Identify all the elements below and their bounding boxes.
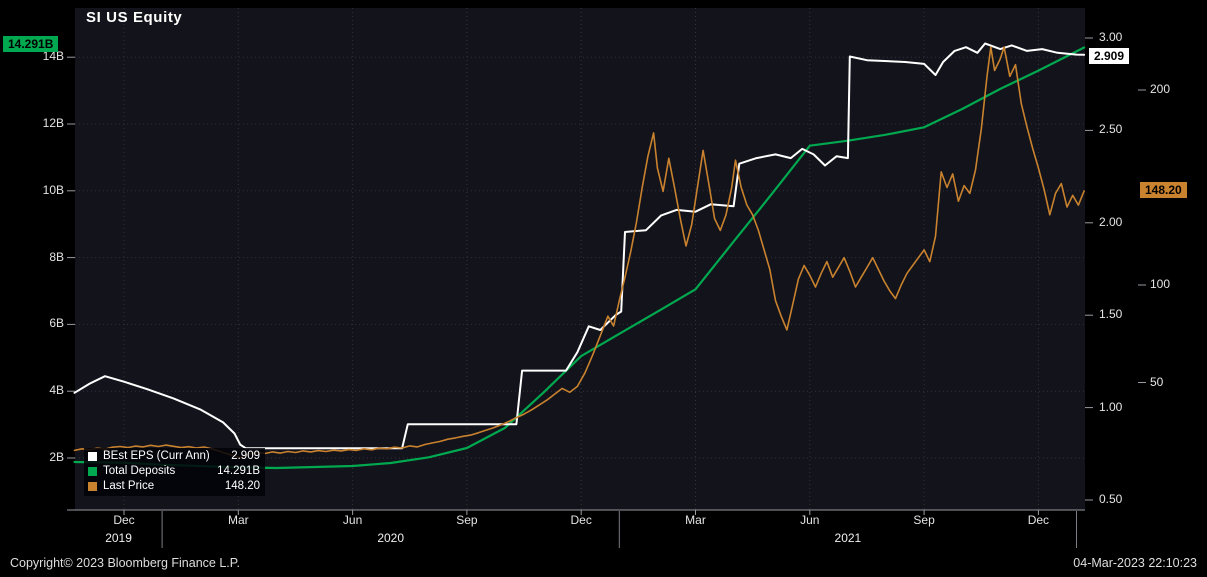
legend-value: 148.20 [224, 480, 260, 492]
legend-label: BEst EPS (Curr Ann) [103, 450, 210, 462]
chart-title: SI US Equity [86, 9, 183, 26]
legend-item-2[interactable]: Total Deposits 14.291B [88, 465, 260, 478]
plot-background [75, 8, 1085, 510]
last-price-line [73, 46, 1085, 459]
timestamp-text: 04-Mar-2023 22:10:23 [1073, 556, 1197, 570]
legend-item-3[interactable]: Last Price 148.20 [88, 480, 260, 493]
copyright-text: Copyright© 2023 Bloomberg Finance L.P. [10, 556, 240, 570]
status-bar: Copyright© 2023 Bloomberg Finance L.P. 0… [0, 549, 1207, 577]
legend-item-1[interactable]: BEst EPS (Curr Ann) 2.909 [88, 450, 260, 463]
eps-last-value-badge: 2.909 [1089, 48, 1130, 64]
best-eps-curr-ann--line [73, 42, 1086, 450]
legend-swatch [88, 467, 97, 476]
legend-label: Last Price [103, 480, 155, 492]
legend-label: Total Deposits [103, 465, 176, 477]
legend-swatch [88, 482, 97, 491]
legend-value: 14.291B [217, 465, 260, 477]
price-last-value-badge: 148.20 [1140, 182, 1187, 198]
legend-value: 2.909 [231, 450, 260, 462]
legend-swatch [88, 452, 97, 461]
deposits-last-value-badge: 14.291B [3, 36, 59, 52]
chart-legend: BEst EPS (Curr Ann) 2.909 Total Deposits 14… [84, 448, 265, 496]
